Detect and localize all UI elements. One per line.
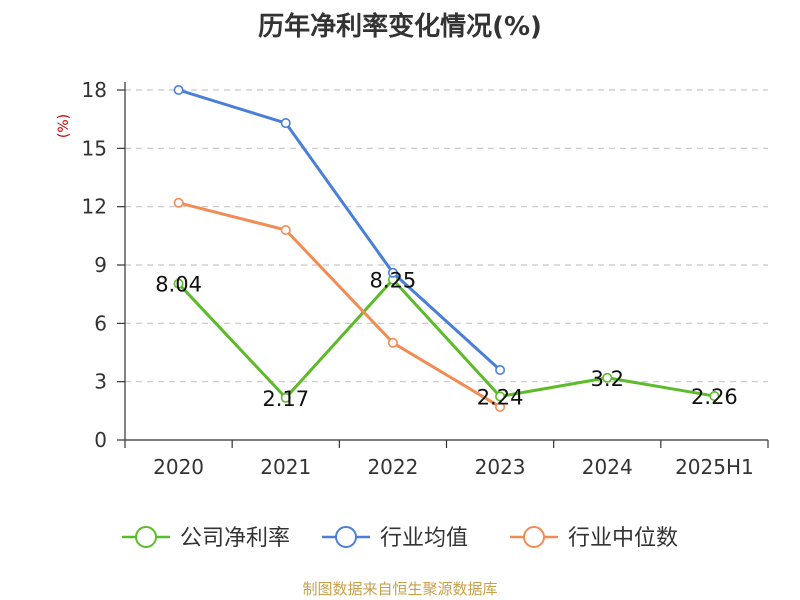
series-line <box>177 278 715 400</box>
data-labels: 8.04 2.17 8.25 2.24 3.2 2.26 <box>155 269 738 411</box>
data-point <box>495 401 506 412</box>
x-tick-label: 2021 <box>260 455 311 479</box>
data-label: 2.17 <box>262 387 309 411</box>
y-axis-label: (%) <box>56 114 72 138</box>
data-point <box>602 372 613 383</box>
data-point <box>387 267 398 278</box>
x-tick-label: 2024 <box>582 455 633 479</box>
y-tick-label: 12 <box>82 195 107 219</box>
data-label: 3.2 <box>591 367 624 391</box>
data-point <box>280 118 291 129</box>
source-note: 制图数据来自恒生聚源数据库 <box>302 580 498 598</box>
data-point <box>280 392 291 403</box>
y-tick-label: 3 <box>94 370 107 394</box>
x-tick-label: 2025H1 <box>675 455 754 479</box>
legend-label: 行业均值 <box>380 526 468 551</box>
data-point <box>387 337 398 348</box>
legend: 公司净利率 行业均值 行业中位数 <box>122 526 678 551</box>
x-tick-label: 2023 <box>475 455 526 479</box>
legend-item: 行业均值 <box>322 526 468 551</box>
legend-label: 公司净利率 <box>180 526 290 551</box>
y-tick-label: 6 <box>94 311 107 335</box>
chart-title: 历年净利率变化情况(%) <box>258 12 542 42</box>
data-point <box>173 197 184 208</box>
data-point <box>173 278 184 289</box>
data-label: 8.25 <box>370 269 417 293</box>
y-tick-label: 9 <box>94 253 107 277</box>
y-tick-label: 18 <box>82 78 107 102</box>
data-point <box>495 391 506 402</box>
legend-item: 公司净利率 <box>122 526 290 551</box>
data-label: 2.26 <box>691 385 738 409</box>
data-label: 2.24 <box>477 385 524 409</box>
axes: 0 3 6 9 12 15 18 2020 2021 2022 2023 2024 2025H1 (%) <box>56 78 769 479</box>
data-point <box>495 364 506 375</box>
x-tick-label: 2022 <box>367 455 418 479</box>
data-point <box>709 391 720 402</box>
legend-swatch-marker <box>335 526 357 548</box>
y-tick-label: 15 <box>82 136 107 160</box>
series-line <box>178 201 501 409</box>
x-tick-label: 2020 <box>153 455 204 479</box>
series-line <box>178 88 502 372</box>
data-point <box>280 225 291 236</box>
legend-label: 行业中位数 <box>568 526 678 551</box>
data-label: 8.04 <box>155 273 202 297</box>
y-tick-label: 0 <box>94 428 107 452</box>
legend-swatch-marker <box>523 526 545 548</box>
legend-item: 行业中位数 <box>510 526 678 551</box>
series-lines <box>173 85 720 412</box>
data-point <box>173 85 184 96</box>
legend-swatch-marker <box>135 526 157 548</box>
